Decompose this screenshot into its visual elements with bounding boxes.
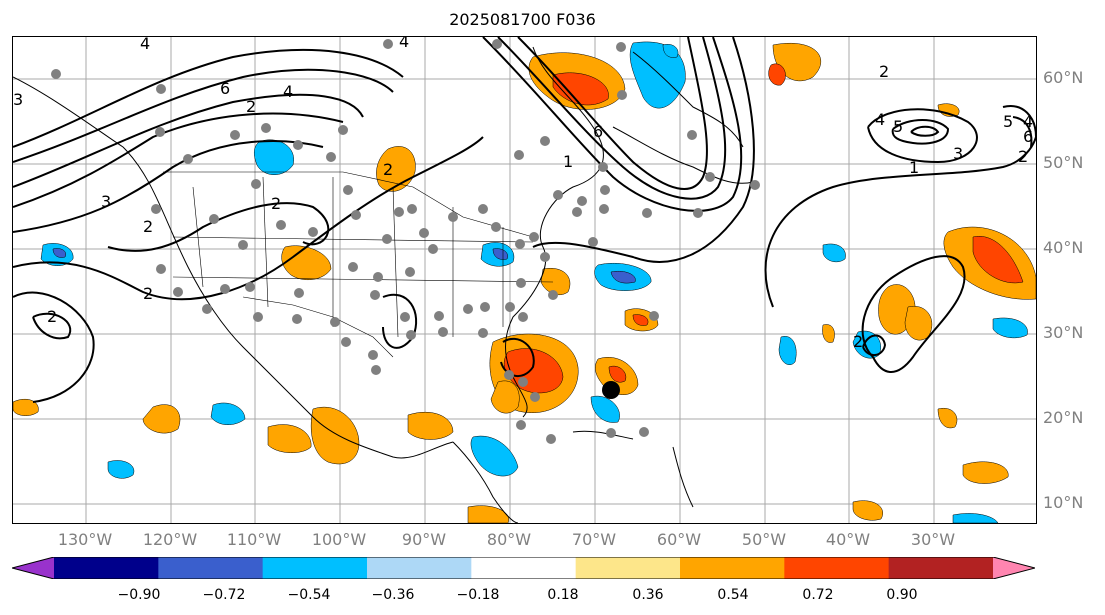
colorbar-extend-high: [993, 557, 1035, 579]
station-dots: [51, 39, 760, 444]
colorbar-cell: [54, 557, 159, 579]
colorbar-cell: [888, 557, 994, 579]
lat-label: 20°N: [1043, 408, 1084, 427]
colorbar-extend-low: [12, 557, 54, 579]
contour-label: 2: [879, 62, 889, 81]
storm-center-marker: [602, 381, 620, 399]
contour-label: 2: [1018, 147, 1028, 166]
contour-lines: [13, 37, 1036, 403]
colorbar-cell: [158, 557, 264, 579]
contour-label: 1: [563, 152, 573, 171]
colorbar-tick-label: −0.36: [371, 587, 415, 603]
lat-label: 50°N: [1043, 153, 1084, 172]
colorbar-tick-label: 0.72: [802, 587, 834, 603]
lon-label: 80°W: [486, 530, 532, 549]
contour-label: 4: [283, 82, 293, 101]
colorbar-cell: [367, 557, 472, 579]
lon-label: 90°W: [401, 530, 447, 549]
contour-label: 2: [853, 332, 863, 351]
contour-label: 6: [220, 79, 230, 98]
map-canvas: 4 6 2 4 2 3 2 3 2 4 6 1 2 5 4 3 1 2 4 5 …: [13, 37, 1036, 523]
contour-label: 6: [1023, 127, 1033, 146]
contour-label: 3: [953, 144, 963, 163]
contour-label: 1: [909, 158, 919, 177]
colorbar-tick-label: −0.18: [456, 587, 500, 603]
contour-label: 5: [1003, 112, 1013, 131]
contour-label: 2: [383, 160, 393, 179]
contour-label: 3: [101, 192, 111, 211]
contour-label: 4: [140, 37, 150, 53]
contour-label: 2: [246, 97, 256, 116]
lat-label: 40°N: [1043, 238, 1084, 257]
lon-label: 100°W: [311, 530, 367, 549]
colorbar-cell: [575, 557, 681, 579]
contour-label: 5: [893, 117, 903, 136]
colorbar-cell: [262, 557, 368, 579]
contour-label: 2: [143, 284, 153, 303]
lon-label: 110°W: [226, 530, 282, 549]
colorbar-tick-label: −0.54: [287, 587, 331, 603]
political-borders: [163, 171, 554, 358]
colorbar-tick-label: −0.90: [117, 587, 161, 603]
contour-label-group: 4 6 2 4 2 3 2 3 2 4 6 1 2 5 4 3 1 2 4 5 …: [13, 37, 1033, 351]
colorbar-tick-label: 0.90: [886, 587, 918, 603]
contour-label: 3: [13, 90, 23, 109]
lon-label: 40°W: [825, 530, 871, 549]
contour-label: 4: [1023, 112, 1033, 131]
contour-label: 6: [593, 122, 603, 141]
lon-label: 50°W: [741, 530, 787, 549]
colorbar-tick-label: 0.18: [547, 587, 579, 603]
lon-label: 120°W: [142, 530, 198, 549]
lon-label: 130°W: [57, 530, 113, 549]
colorbar-cell: [680, 557, 785, 579]
map-title: 2025081700 F036: [449, 10, 596, 29]
lat-label: 10°N: [1043, 493, 1084, 512]
map-panel: 4 6 2 4 2 3 2 3 2 4 6 1 2 5 4 3 1 2 4 5 …: [12, 36, 1037, 524]
graticule: [13, 37, 1036, 523]
colorbar-cell: [471, 557, 577, 579]
colorbar-tick-label: −0.72: [202, 587, 246, 603]
lat-label: 60°N: [1043, 68, 1084, 87]
colorbar: [12, 557, 1035, 579]
lat-label: 30°N: [1043, 323, 1084, 342]
lon-label: 30°W: [910, 530, 956, 549]
colorbar-tick-label: 0.36: [632, 587, 664, 603]
contour-label: 2: [143, 217, 153, 236]
contour-label: 4: [399, 37, 409, 51]
colorbar-cell: [784, 557, 890, 579]
contour-label: 4: [875, 110, 885, 129]
lon-label: 60°W: [656, 530, 702, 549]
contour-label: 2: [47, 307, 57, 326]
lon-label: 70°W: [571, 530, 617, 549]
colorbar-tick-label: 0.54: [717, 587, 749, 603]
contour-label: 2: [271, 194, 281, 213]
